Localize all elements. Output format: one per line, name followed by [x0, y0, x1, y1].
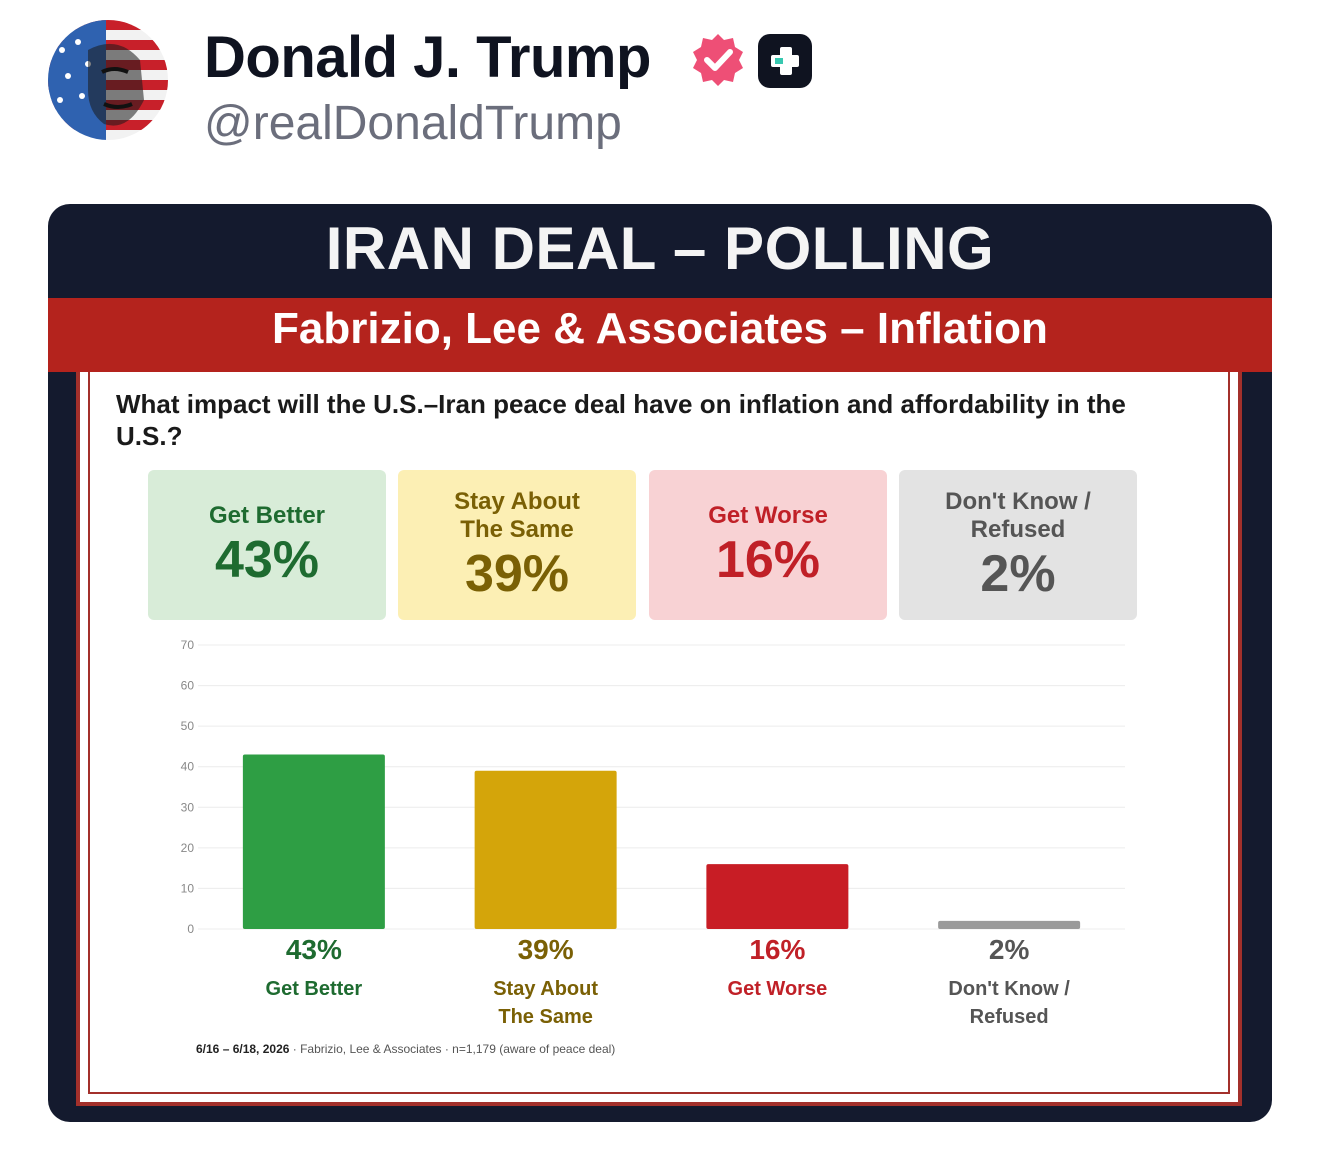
bar	[938, 920, 1081, 929]
card-subtitle: Fabrizio, Lee & Associates – Inflation	[272, 304, 1048, 353]
y-tick-label: 30	[181, 800, 195, 814]
poll-question: What impact will the U.S.–Iran peace dea…	[116, 389, 1126, 451]
tile-value: 16%	[715, 531, 821, 589]
bar	[474, 770, 617, 929]
footnote: 6/16 – 6/18, 2026 · Fabrizio, Lee & Asso…	[196, 1042, 615, 1056]
tile-label: Stay About The Same	[454, 488, 580, 543]
x-category-label: Get Better	[266, 978, 363, 1000]
tile-value: 43%	[214, 531, 320, 589]
x-category-label: The Same	[498, 1006, 592, 1028]
footnote-source: · Fabrizio, Lee & Associates · n=1,179 (…	[292, 1042, 616, 1056]
x-category-label: Don't Know /	[948, 978, 1070, 1000]
stat-tile-get-better: Get Better 43%	[148, 470, 386, 620]
x-category-label: Refused	[970, 1006, 1049, 1028]
stat-tile-dont-know: Don't Know / Refused 2%	[899, 470, 1137, 620]
stat-tile-get-worse: Get Worse 16%	[649, 470, 887, 620]
bar-value-label: 43%	[286, 934, 342, 965]
tile-label: Don't Know / Refused	[945, 488, 1091, 543]
tile-label: Get Worse	[708, 502, 828, 529]
y-tick-label: 70	[181, 638, 195, 652]
bar-value-label: 2%	[989, 934, 1030, 965]
bar	[706, 864, 849, 929]
verified-badge-icon	[690, 32, 746, 88]
y-tick-label: 10	[181, 881, 195, 895]
y-tick-label: 20	[181, 841, 195, 855]
y-tick-label: 0	[187, 922, 194, 936]
bar	[242, 754, 385, 929]
bar-chart: 0 10 20 30 40 50 60 70 43% Get Better 39% Stay Abou…	[181, 638, 1125, 1028]
user-handle[interactable]: @realDonaldTrump	[204, 97, 622, 150]
tile-value: 2%	[980, 545, 1056, 603]
tile-value: 39%	[464, 545, 570, 603]
display-name[interactable]: Donald J. Trump	[204, 25, 651, 90]
bar-value-label: 16%	[749, 934, 805, 965]
avatar[interactable]	[48, 20, 168, 140]
x-category-label: Get Worse	[728, 978, 828, 1000]
card-title: IRAN DEAL – POLLING	[325, 215, 995, 282]
bar-value-label: 39%	[518, 934, 574, 965]
stat-tile-stay-same: Stay About The Same 39%	[398, 470, 636, 620]
plus-badge-icon	[758, 34, 812, 88]
y-tick-label: 50	[181, 719, 195, 733]
flag-portrait-avatar-icon	[48, 20, 168, 140]
y-tick-label: 60	[181, 679, 195, 693]
subtitle-band: Fabrizio, Lee & Associates – Inflation	[48, 298, 1272, 372]
footnote-dates: 6/16 – 6/18, 2026	[196, 1042, 290, 1056]
y-tick-label: 40	[181, 760, 195, 774]
x-category-label: Stay About	[493, 978, 598, 1000]
tile-label: Get Better	[208, 502, 326, 529]
